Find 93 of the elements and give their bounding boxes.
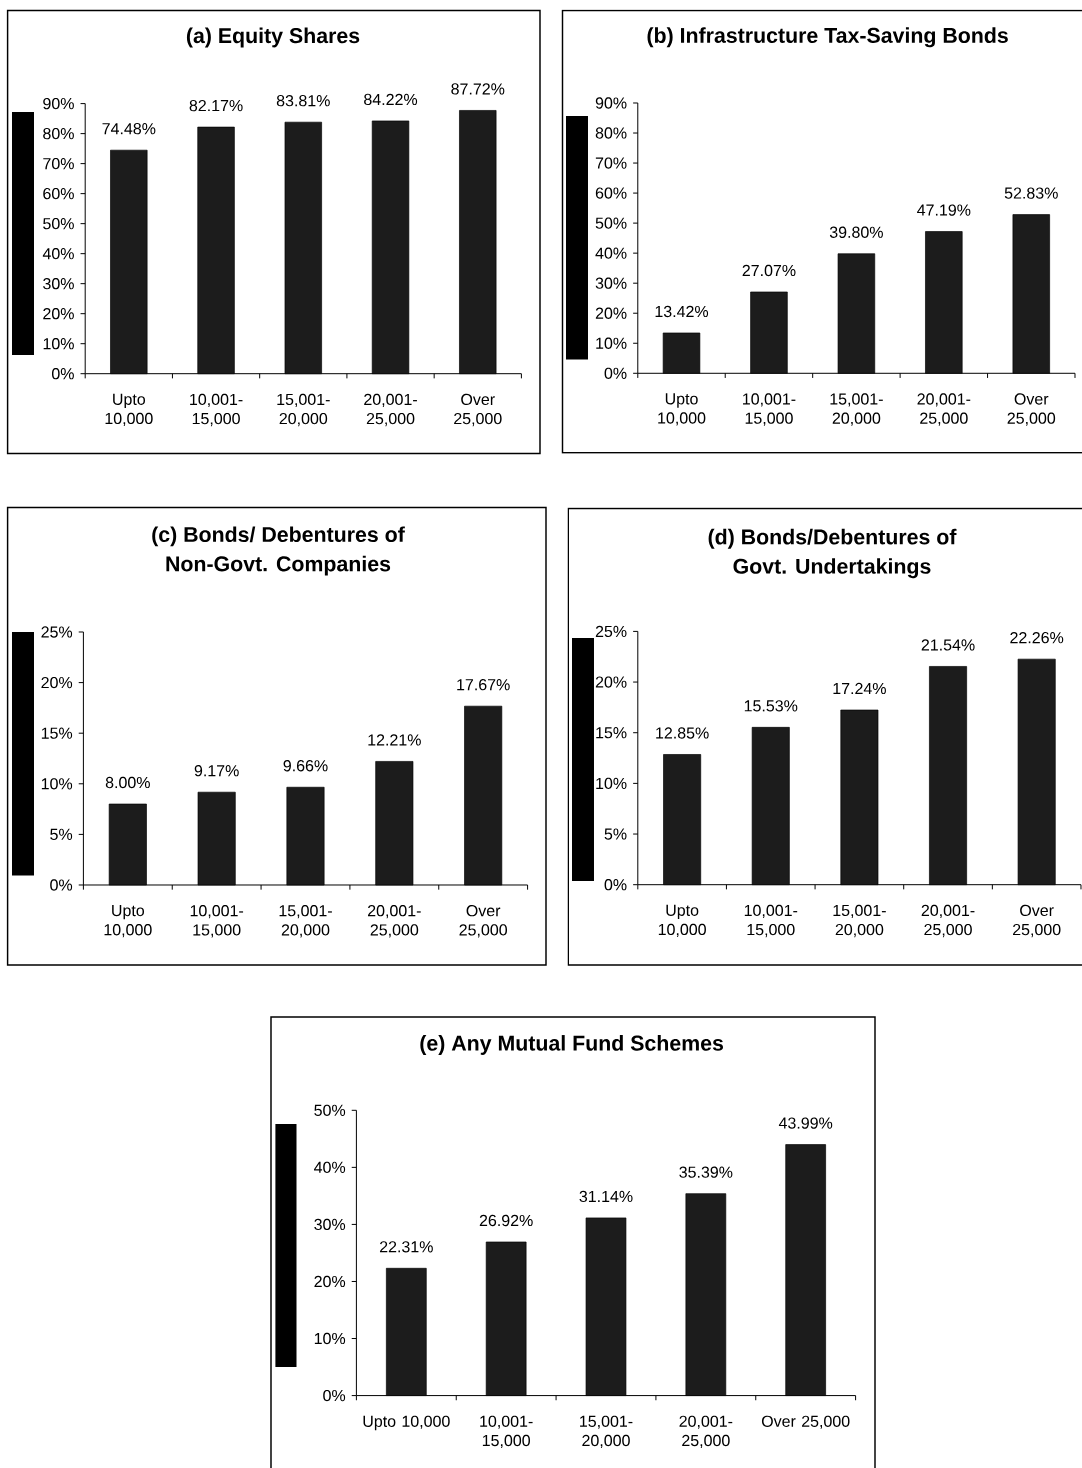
data-label: 17.67% bbox=[457, 679, 510, 691]
y-tick-label: 30% bbox=[595, 277, 627, 289]
y-tick-label: 50% bbox=[43, 217, 74, 230]
data-label: 83.81% bbox=[276, 95, 330, 107]
data-label: 84.22% bbox=[364, 93, 418, 106]
y-tick-label: 90% bbox=[43, 97, 74, 110]
x-tick-label: 10,001-15,000 bbox=[744, 904, 798, 938]
y-tick-label: 25% bbox=[41, 626, 73, 638]
y-tick-label: 0% bbox=[50, 879, 73, 891]
data-label: 12.21% bbox=[368, 734, 421, 746]
data-label: 22.26% bbox=[1010, 631, 1064, 644]
data-label: 17.24% bbox=[833, 682, 886, 695]
data-label: 31.14% bbox=[579, 1190, 633, 1203]
data-label: 15.53% bbox=[744, 700, 798, 712]
y-tick-label: 20% bbox=[43, 308, 74, 320]
data-label: 52.83% bbox=[1004, 187, 1058, 199]
x-tick-label: 15,001-20,000 bbox=[279, 905, 332, 938]
x-tick-label: 15,001-20,000 bbox=[277, 393, 330, 427]
y-tick-label: 20% bbox=[314, 1275, 346, 1288]
y-tick-label: 70% bbox=[43, 157, 74, 170]
x-tick-label: Over 25,000 bbox=[761, 1415, 850, 1429]
x-tick-label: 10,001-15,000 bbox=[190, 393, 243, 427]
y-tick-label: 10% bbox=[314, 1332, 346, 1345]
x-tick-label: 20,001-25,000 bbox=[921, 904, 975, 938]
x-tick-label: Upto 10,000 bbox=[104, 905, 152, 938]
y-tick-label: 15% bbox=[596, 727, 627, 739]
y-tick-label: 10% bbox=[43, 338, 74, 350]
y-tick-label: 90% bbox=[595, 97, 627, 109]
data-label: 22.31% bbox=[379, 1241, 433, 1253]
y-tick-label: 5% bbox=[604, 828, 627, 840]
x-tick-label: Upto 10,000 bbox=[105, 393, 153, 426]
y-tick-label: 25% bbox=[595, 625, 627, 638]
data-label: 74.48% bbox=[102, 123, 156, 135]
x-tick-label: 10,001-15,000 bbox=[480, 1415, 533, 1449]
chart-title: (c) Bonds/ Debentures of Non-Govt. Companies bbox=[152, 526, 405, 576]
y-tick-label: 15% bbox=[41, 727, 73, 739]
x-tick-label: Over 25,000 bbox=[1013, 904, 1061, 938]
data-label: 43.99% bbox=[778, 1117, 833, 1129]
y-tick-label: 10% bbox=[596, 777, 627, 790]
y-tick-label: 0% bbox=[51, 368, 74, 380]
y-tick-label: 20% bbox=[595, 307, 627, 319]
x-tick-label: Upto 10,000 bbox=[658, 393, 706, 426]
x-tick-label: 10,001-15,000 bbox=[190, 905, 244, 938]
y-tick-label: 50% bbox=[314, 1104, 346, 1116]
y-tick-label: 0% bbox=[604, 879, 627, 891]
y-tick-label: 0% bbox=[604, 367, 627, 379]
y-tick-label: 60% bbox=[595, 187, 627, 199]
y-tick-label: 30% bbox=[43, 278, 74, 290]
data-label: 9.66% bbox=[283, 760, 328, 772]
data-label: 82.17% bbox=[189, 99, 243, 112]
y-tick-label: 70% bbox=[595, 157, 627, 169]
x-tick-label: 20,001-25,000 bbox=[364, 393, 417, 427]
x-tick-label: Over 25,000 bbox=[459, 905, 508, 938]
x-tick-label: 15,001-20,000 bbox=[580, 1415, 633, 1449]
y-tick-label: 0% bbox=[323, 1389, 346, 1402]
data-label: 47.19% bbox=[917, 204, 971, 216]
y-tick-label: 10% bbox=[41, 778, 73, 790]
chart-title: (e) Any Mutual Fund Schemes bbox=[420, 1035, 724, 1055]
y-tick-label: 40% bbox=[42, 248, 74, 260]
x-tick-label: Over 25,000 bbox=[454, 393, 502, 427]
data-label: 21.54% bbox=[921, 639, 975, 651]
y-tick-label: 80% bbox=[43, 127, 74, 140]
data-label: 39.80% bbox=[829, 226, 883, 238]
chart-title: (d) Bonds/Debentures of Govt. Undertakings bbox=[708, 528, 957, 579]
y-tick-label: 50% bbox=[595, 217, 627, 229]
x-tick-label: Over 25,000 bbox=[1007, 393, 1056, 426]
data-label: 26.92% bbox=[479, 1214, 533, 1227]
y-tick-label: 40% bbox=[314, 1161, 346, 1174]
y-tick-label: 60% bbox=[43, 187, 74, 200]
data-label: 87.72% bbox=[451, 83, 505, 95]
chart-title: (b) Infrastructure Tax-Saving Bonds bbox=[647, 27, 1008, 48]
data-label: 27.07% bbox=[742, 264, 796, 277]
y-tick-label: 80% bbox=[595, 127, 627, 139]
data-label: 35.39% bbox=[679, 1166, 733, 1178]
data-label: 12.85% bbox=[656, 727, 709, 739]
data-label: 9.17% bbox=[194, 765, 239, 777]
y-tick-label: 20% bbox=[41, 676, 73, 689]
x-tick-label: 20,001-25,000 bbox=[679, 1415, 733, 1449]
x-tick-label: 15,001-20,000 bbox=[830, 393, 883, 426]
y-tick-label: 40% bbox=[595, 247, 627, 259]
y-tick-label: 20% bbox=[595, 676, 627, 688]
y-tick-label: 5% bbox=[50, 828, 73, 841]
x-tick-label: 10,001-15,000 bbox=[743, 393, 796, 426]
x-tick-label: 20,001-25,000 bbox=[917, 393, 971, 426]
y-tick-label: 10% bbox=[596, 337, 627, 349]
y-tick-label: 30% bbox=[314, 1218, 346, 1231]
x-tick-label: 15,001-20,000 bbox=[833, 904, 886, 938]
data-label: 13.42% bbox=[655, 305, 709, 318]
x-tick-label: 20,001-25,000 bbox=[368, 905, 421, 938]
data-label: 8.00% bbox=[105, 776, 150, 789]
x-tick-label: Upto 10,000 bbox=[363, 1415, 450, 1431]
x-tick-label: Upto 10,000 bbox=[658, 904, 706, 937]
chart-title: (a) Equity Shares bbox=[186, 27, 360, 48]
